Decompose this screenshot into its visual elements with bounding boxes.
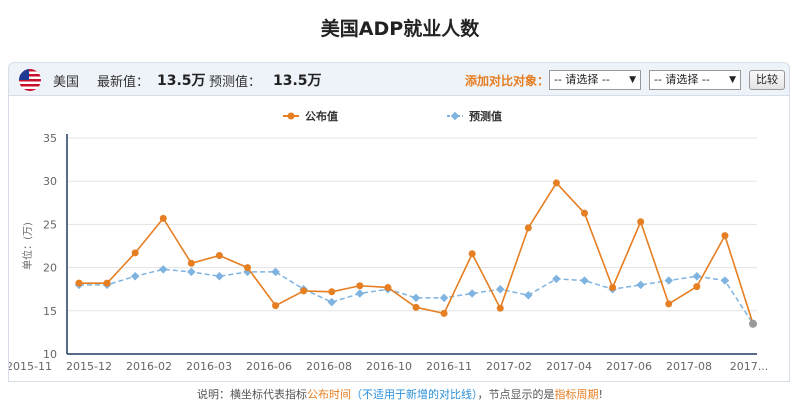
published-point [300,287,308,295]
forecast-point [664,276,673,285]
forecast-point [439,293,449,303]
forecast-point [580,276,589,285]
legend-marker [287,112,295,120]
forecast-point [692,271,702,281]
forecast-point [215,271,224,281]
forecast-point [327,297,336,307]
latest-value-label: 最新值： [97,75,150,90]
x-tick-label: 2017-08 [666,360,712,373]
published-point [496,304,504,312]
published-point [244,264,251,272]
add-compare-label: 添加对比对象： [465,74,550,88]
forecast-point [355,289,365,298]
published-point [637,218,645,226]
x-tick-label: 2015-11 [9,360,52,373]
published-point [524,224,532,232]
forecast-point [636,280,645,290]
forecast-point [411,293,421,303]
y-tick-label: 10 [43,348,57,361]
x-tick-label: 2016-10 [366,360,412,373]
y-tick-label: 20 [43,262,57,275]
published-point [103,279,111,287]
x-tick-label: 2016-08 [306,360,352,373]
published-point [412,303,420,311]
forecast-point [271,267,280,277]
indicator-toolbar: 美国 最新值： 13.5万 预测值： 13.5万 添加对比对象： -- 请选择 … [8,62,790,96]
compare-select-2-value: -- 请选择 -- [654,73,710,86]
forecast-point [552,274,561,284]
compare-select-1[interactable]: -- 请选择 -- ▼ [549,70,641,90]
published-series-line [79,181,754,325]
footnote-text-2: ，节点显示的是 [477,388,555,401]
forecast-point [496,284,505,294]
forecast-point [467,289,477,298]
forecast-point [720,276,730,285]
published-point [356,282,364,290]
latest-value: 13.5万 [157,73,206,89]
x-tick-label: 2016-03 [186,360,232,373]
compare-select-2[interactable]: -- 请选择 -- ▼ [649,70,741,90]
published-point [187,259,195,267]
published-point [272,302,280,310]
chart-area: 10 15 20 25 30 35 单位：(万) 2015-11 2015-12 2016-02 2… [6,96,790,382]
y-tick-label: 25 [43,218,57,231]
forecast-point [159,265,168,274]
published-point [468,250,476,258]
footnote-not-applicable: （不适用于新增的对比线） [351,388,478,401]
x-tick-label: 2017-02 [486,360,532,373]
footnote-period: 指标周期 [554,388,599,401]
footnote-publish-time: 公布时间 [307,388,352,401]
published-point [328,288,336,296]
published-point [552,179,560,187]
published-point [75,279,83,287]
compare-select-1-value: -- 请选择 -- [554,73,610,86]
y-tick-label: 35 [43,132,57,145]
published-point [665,300,673,308]
x-tick-label: 2016-06 [246,360,292,373]
x-tick-label: 2017-06 [606,360,652,373]
published-point [440,309,448,317]
compare-button[interactable]: 比较 [749,70,785,90]
legend-label: 公布值 [305,109,338,123]
y-tick-label: 30 [43,175,57,188]
forecast-value-label: 预测值： [209,75,262,90]
footnote-text-1: 说明：横坐标代表指标 [197,388,308,401]
x-tick-label: 2017-04 [546,360,592,373]
x-tick-label: 2015-12 [66,360,112,373]
y-axis-label: 单位：(万) [21,222,34,270]
published-point [581,209,588,217]
published-point [159,214,167,222]
forecast-value: 13.5万 [273,73,322,89]
published-point [693,283,701,291]
x-tick-label: 2016-02 [126,360,172,373]
forecast-point [187,267,196,277]
x-tick-label: 2017... [730,360,768,373]
published-point [721,232,729,240]
chevron-down-icon: ▼ [629,75,636,85]
published-point [609,283,617,291]
chevron-down-icon: ▼ [729,75,736,85]
forecast-point [524,291,533,300]
page-title: 美国ADP就业人数 [320,18,480,40]
footnote-text-3: ! [598,388,603,401]
published-point [215,252,223,260]
legend-marker [450,111,460,121]
latest-point [749,319,757,328]
published-point [384,283,392,291]
forecast-point [130,271,140,281]
us-flag-icon [19,69,41,91]
published-point [131,249,139,257]
chart-footnote: 说明：横坐标代表指标公布时间（不适用于新增的对比线），节点显示的是指标周期! [0,386,800,402]
x-tick-label: 2016-11 [426,360,472,373]
line-chart: 10 15 20 25 30 35 单位：(万) 2015-11 2015-12 2016-02 2… [6,109,768,373]
country-name: 美国 [53,75,80,90]
y-tick-label: 15 [43,305,57,318]
legend-label: 预测值 [469,109,502,123]
